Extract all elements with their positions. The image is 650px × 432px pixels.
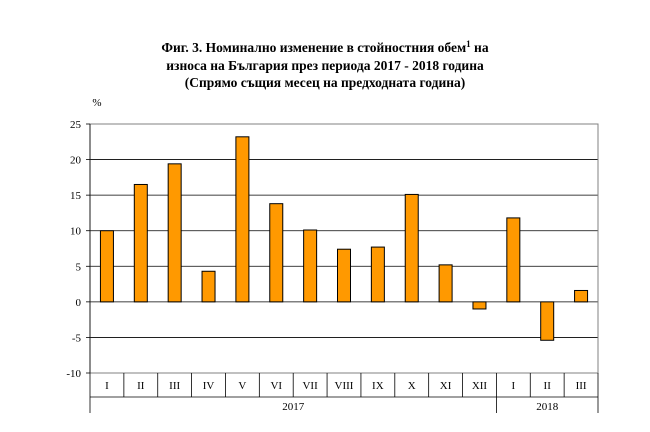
bar (472, 301, 487, 310)
year-label: 2018 (536, 401, 559, 413)
x-tick-label: X (408, 380, 416, 392)
x-tick-label: II (137, 380, 145, 392)
y-tick-label: 20 (70, 155, 82, 167)
footnote-marker: 1 (466, 39, 471, 49)
chart-title-line-3: (Спрямо същия месец на предходната годин… (184, 75, 466, 90)
y-tick-label: 5 (76, 261, 82, 273)
x-tick-label: III (576, 380, 587, 392)
bar (235, 136, 250, 303)
bar (167, 163, 182, 303)
x-tick-label: VII (302, 380, 318, 392)
x-tick-label: V (238, 380, 246, 392)
y-tick-label: 25 (70, 119, 82, 131)
bar (506, 217, 521, 303)
bar (574, 289, 589, 303)
x-tick-label: VI (270, 380, 282, 392)
chart-title-line-2: износа на България през периода 2017 - 2… (166, 57, 484, 73)
x-tick-label: XI (440, 380, 452, 392)
bar (337, 248, 351, 303)
y-tick-label: 15 (70, 190, 82, 202)
x-tick-label: II (544, 380, 552, 392)
bar (99, 230, 114, 303)
year-label: 2017 (282, 401, 305, 413)
y-tick-label: -5 (72, 332, 82, 344)
y-tick-label: -10 (66, 368, 81, 380)
bar (540, 301, 555, 341)
bar (201, 270, 216, 303)
x-tick-label: IV (203, 380, 215, 392)
bar (269, 203, 284, 303)
y-axis-unit-label: % (92, 97, 101, 109)
bar (404, 193, 419, 303)
x-tick-label: VIII (335, 380, 354, 392)
x-tick-label: IX (372, 380, 384, 392)
y-tick-label: 10 (70, 226, 82, 238)
x-tick-label: I (105, 380, 109, 392)
bar (133, 183, 148, 303)
y-tick-label: 0 (76, 297, 82, 309)
plot-frame (89, 123, 599, 374)
bar (303, 229, 318, 303)
bar (370, 246, 385, 303)
x-tick-label: I (511, 380, 515, 392)
chart-title-line-1: Фиг. 3. Номинално изменение в стойностни… (161, 39, 489, 56)
x-tick-label: III (169, 380, 180, 392)
x-tick-label: XII (472, 380, 488, 392)
bar (438, 264, 453, 303)
chart-title: Фиг. 3. Номинално изменение в стойностни… (0, 39, 650, 92)
